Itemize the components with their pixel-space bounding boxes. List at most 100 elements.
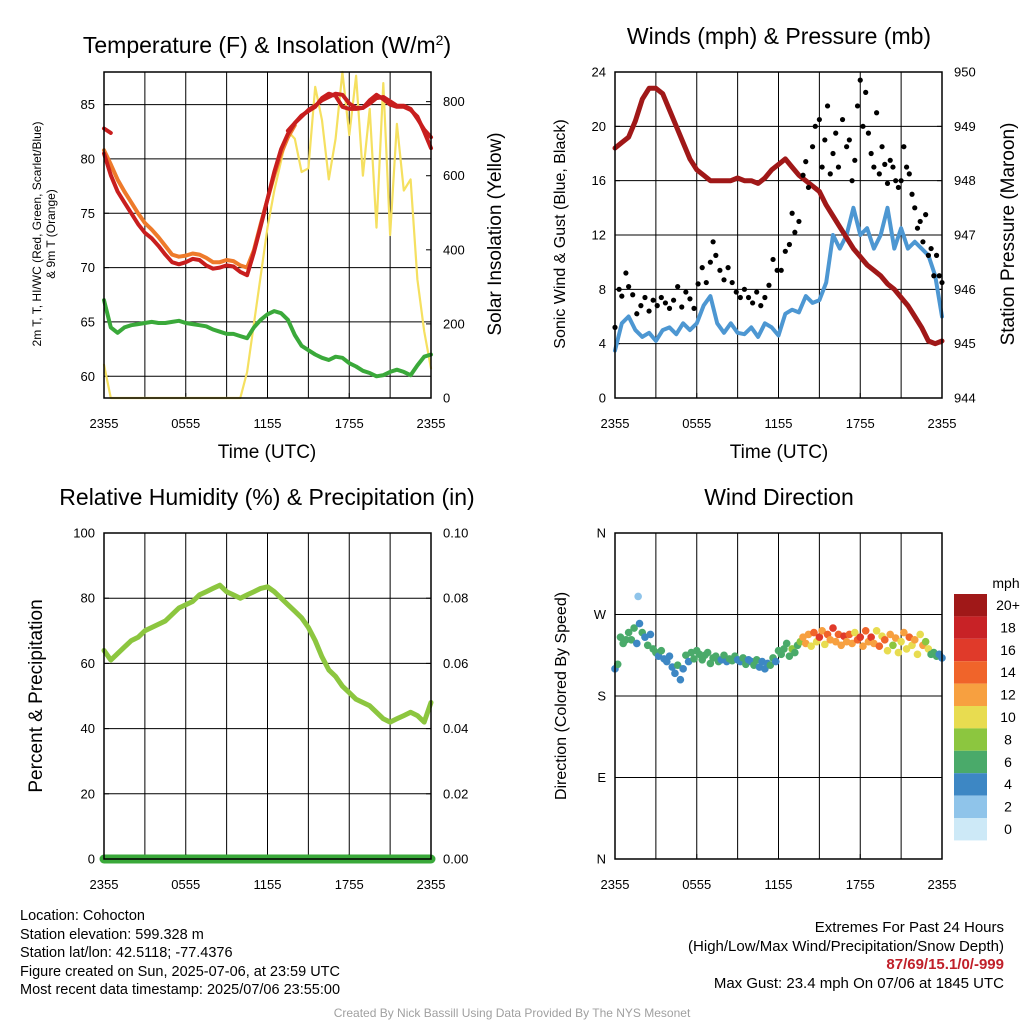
y-tick-label: 80 xyxy=(81,151,95,166)
y-right-tick-label: 947 xyxy=(954,228,976,243)
gust-point xyxy=(658,294,664,301)
gust-point xyxy=(662,300,669,306)
gust-point xyxy=(695,281,701,287)
gust-point xyxy=(931,273,937,279)
series-line-0 xyxy=(102,91,433,278)
y-tick-label: 60 xyxy=(81,656,95,671)
direction-point xyxy=(913,650,922,659)
direction-point xyxy=(886,630,895,639)
legend-swatch xyxy=(954,594,987,617)
legend-label: 2 xyxy=(1004,799,1012,815)
info-elevation: Station elevation: 599.328 m xyxy=(20,926,204,943)
legend-label: 6 xyxy=(1004,754,1012,770)
legend-swatch xyxy=(954,818,987,841)
winds-ylabel-left: Sonic Wind & Gust (Blue, Black) xyxy=(552,119,569,348)
y-tick-label: 8 xyxy=(599,282,606,297)
gust-point xyxy=(796,218,802,225)
gust-point xyxy=(619,293,625,299)
direction-point xyxy=(880,636,889,644)
y-tick-label: 70 xyxy=(81,260,95,275)
direction-point xyxy=(622,636,630,644)
gust-point xyxy=(819,164,825,170)
gust-point xyxy=(733,289,739,295)
gust-point xyxy=(898,178,904,184)
gust-point xyxy=(670,297,677,303)
gust-point xyxy=(703,279,709,286)
gust-point xyxy=(666,305,673,311)
direction-point xyxy=(630,624,638,632)
direction-point xyxy=(831,637,840,646)
direction-point xyxy=(665,652,674,660)
direction-point xyxy=(634,592,642,601)
gust-point xyxy=(914,225,921,231)
y-tick-label: 75 xyxy=(81,206,95,221)
gust-point xyxy=(906,171,912,177)
y-right-tick-label: 949 xyxy=(954,119,976,134)
direction-point xyxy=(815,633,824,641)
y-tick-label: 16 xyxy=(592,173,606,188)
gust-point xyxy=(895,184,902,191)
y-right-tick-label: 200 xyxy=(443,316,465,331)
pressure-line xyxy=(612,85,945,347)
direction-point xyxy=(889,641,897,650)
gust-point xyxy=(683,289,689,295)
legend-label: 8 xyxy=(1004,731,1012,747)
panel-3: 0 20 40 60 80 100 0.00 0.02 0.04 0.06 0.08 0.10 2355… xyxy=(73,526,468,893)
legend-swatch xyxy=(954,661,987,684)
gust-point xyxy=(725,265,731,271)
direction-point xyxy=(859,642,867,650)
gust-point xyxy=(827,171,833,177)
gust-point xyxy=(675,284,681,290)
gust-point xyxy=(874,110,880,116)
gust-point xyxy=(707,259,713,265)
direction-point xyxy=(643,641,652,650)
direction-point xyxy=(897,637,905,646)
direction-point xyxy=(856,633,865,641)
winds-title: Winds (mph) & Pressure (mb) xyxy=(627,23,931,49)
direction-point xyxy=(894,648,903,657)
gust-point xyxy=(835,164,842,170)
y-right-tick-label: 948 xyxy=(954,173,976,188)
x-tick-label: 2355 xyxy=(417,416,446,431)
winds-ylabel-right: Station Pressure (Maroon) xyxy=(998,123,1019,346)
legend-swatch xyxy=(954,795,987,818)
plot-border xyxy=(614,532,943,860)
gust-point xyxy=(903,164,910,170)
gust-point xyxy=(786,241,793,248)
y-tick-label: 60 xyxy=(81,369,95,384)
x-tick-label: 1755 xyxy=(846,877,875,892)
info-location: Location: Cohocton xyxy=(20,908,145,924)
winds-xlabel: Time (UTC) xyxy=(730,442,829,463)
legend-swatch xyxy=(954,638,987,662)
gust-point xyxy=(812,123,818,129)
direction-point xyxy=(891,634,900,642)
gust-point xyxy=(642,294,648,301)
temperature-ylabel-right: Solar Insolation (Yellow) xyxy=(485,132,506,335)
extremes-line1: Extremes For Past 24 Hours xyxy=(814,919,1004,936)
y-tick-label: S xyxy=(597,689,606,704)
legend-label: 16 xyxy=(1000,642,1016,658)
y-right-tick-label: 600 xyxy=(443,168,465,183)
direction-point xyxy=(613,660,622,669)
direction-point xyxy=(766,661,775,670)
gust-point xyxy=(865,130,872,136)
gust-point xyxy=(917,218,923,225)
direction-point xyxy=(782,639,791,648)
x-tick-label: 2355 xyxy=(928,877,957,892)
gust-point xyxy=(766,282,772,288)
direction-title: Wind Direction xyxy=(704,484,854,510)
x-tick-label: 0555 xyxy=(682,877,711,892)
gust-point xyxy=(762,294,768,301)
gust-point xyxy=(754,289,760,295)
x-tick-label: 1755 xyxy=(846,416,875,431)
direction-point xyxy=(861,627,870,635)
gust-point xyxy=(879,144,885,150)
extremes-info: Extremes For Past 24 Hours (High/Low/Max… xyxy=(688,917,1004,992)
y-tick-label: 12 xyxy=(592,228,606,243)
x-tick-label: 1755 xyxy=(335,416,364,431)
y-right-tick-label: 0.06 xyxy=(443,656,468,671)
gust-point xyxy=(933,252,940,258)
direction-point xyxy=(910,636,919,644)
direction-point xyxy=(633,639,641,648)
gust-point xyxy=(925,252,931,258)
